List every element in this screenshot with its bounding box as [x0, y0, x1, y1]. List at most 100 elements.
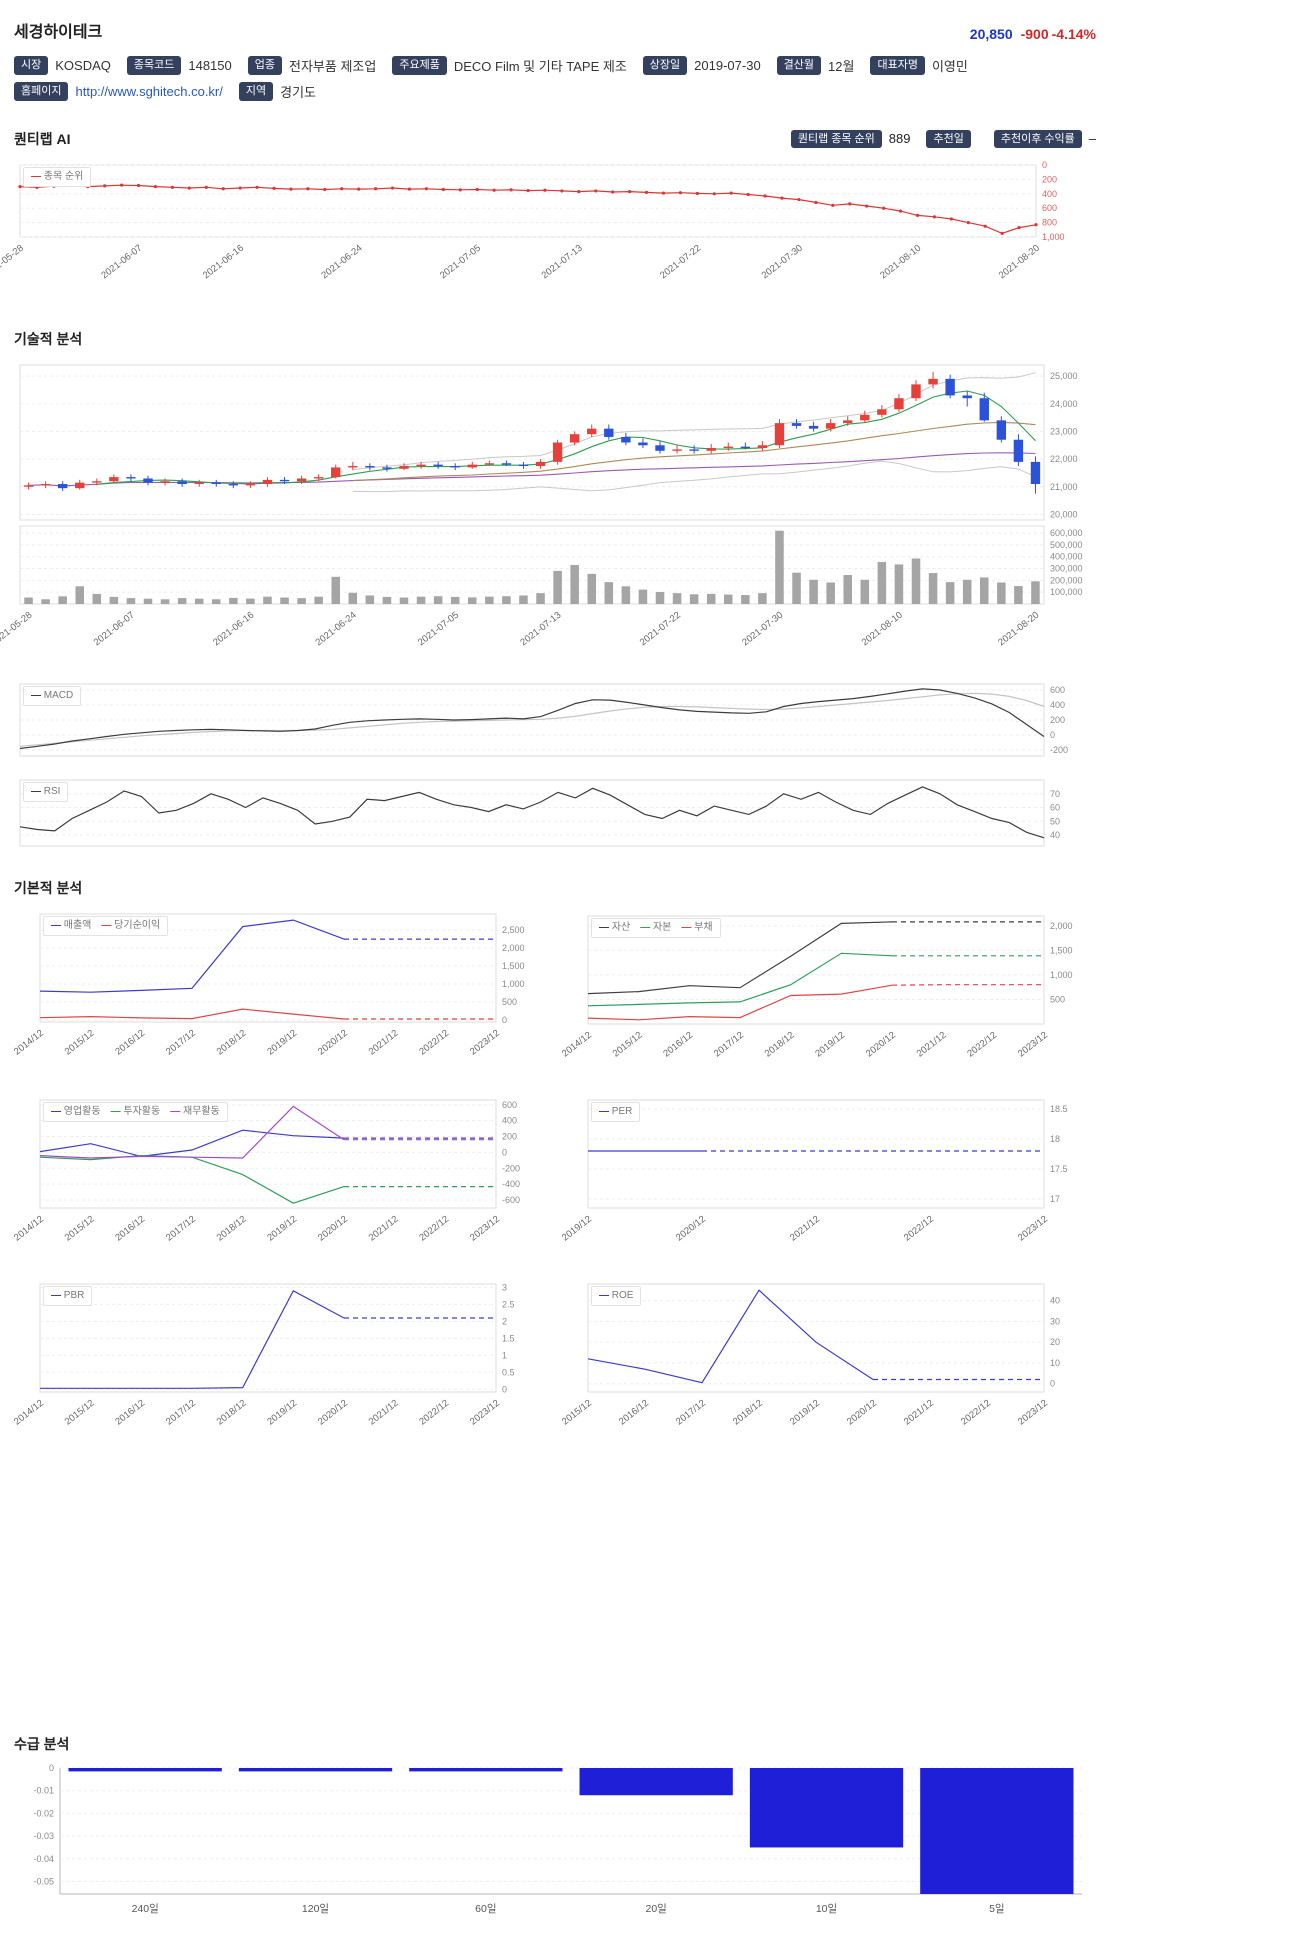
- svg-text:2017/12: 2017/12: [712, 1030, 746, 1060]
- ceo-badge: 대표자명: [870, 56, 925, 75]
- industry-badge: 업종: [247, 56, 282, 75]
- fund3-legend: — PER: [591, 1102, 641, 1122]
- svg-text:2017/12: 2017/12: [164, 1028, 198, 1058]
- svg-text:600,000: 600,000: [1050, 528, 1083, 538]
- region-value: 경기도: [280, 85, 317, 100]
- fund1-legend: — 자산 — 자본 — 부채: [591, 918, 721, 938]
- fund4-legend: — PBR: [43, 1286, 93, 1306]
- svg-text:5일: 5일: [989, 1902, 1005, 1915]
- svg-text:2023/12: 2023/12: [468, 1214, 502, 1244]
- section-fundamental-analysis: 기본적 분석 0 500 1,000 1,500 2,000 2,500 2014/12 20…: [12, 878, 1124, 1444]
- svg-text:2022/12: 2022/12: [965, 1030, 999, 1060]
- cashflow-chart[interactable]: -600 -400 -200 0 200 400 600 2014/12 2015/12 2016…: [12, 1092, 554, 1260]
- svg-text:40: 40: [1050, 830, 1060, 840]
- svg-text:1,000: 1,000: [1050, 970, 1073, 980]
- svg-text:2: 2: [502, 1316, 507, 1326]
- svg-text:2021-07-05: 2021-07-05: [438, 243, 483, 282]
- svg-text:2021-08-10: 2021-08-10: [878, 243, 923, 282]
- svg-text:30: 30: [1050, 1316, 1060, 1326]
- per-chart[interactable]: 17 17.5 18 18.5 2019/12 2020/12 2021/12 2022/12…: [560, 1092, 1102, 1260]
- section-quantylab-ai: 퀀티랩 AI 퀀티랩 종목 순위 889 추천일 추천이후 수익률 – 0 200 40…: [0, 129, 1124, 299]
- svg-text:1: 1: [502, 1350, 507, 1360]
- svg-text:2021-06-07: 2021-06-07: [92, 610, 137, 649]
- svg-text:2018/12: 2018/12: [215, 1214, 249, 1244]
- svg-text:100,000: 100,000: [1050, 587, 1083, 597]
- svg-text:2016/12: 2016/12: [113, 1028, 147, 1058]
- price-box: 20,850 -900 -4.14%: [970, 26, 1096, 42]
- main-product-value: DECO Film 및 기타 TAPE 제조: [453, 59, 627, 74]
- svg-text:400: 400: [1050, 700, 1065, 710]
- rank-value: 889: [888, 131, 911, 147]
- svg-text:2015/12: 2015/12: [63, 1028, 97, 1058]
- industry-value: 전자부품 제조업: [289, 59, 377, 74]
- svg-text:2021/12: 2021/12: [902, 1398, 936, 1428]
- main-product-badge: 주요제품: [392, 56, 447, 75]
- svg-text:2018/12: 2018/12: [731, 1398, 765, 1428]
- svg-text:2021-07-30: 2021-07-30: [740, 610, 785, 649]
- svg-text:2015/12: 2015/12: [63, 1398, 97, 1428]
- fiscal-month-value: 12월: [828, 59, 855, 74]
- svg-text:2017/12: 2017/12: [674, 1398, 708, 1428]
- revenue-netincome-chart[interactable]: 0 500 1,000 1,500 2,000 2,500 2014/12 2015/12 20…: [12, 906, 554, 1074]
- svg-text:400,000: 400,000: [1050, 552, 1083, 562]
- roe-chart[interactable]: 0 10 20 30 40 2015/12 2016/12 2017/12 2018/12 201…: [560, 1276, 1102, 1444]
- svg-text:2020/12: 2020/12: [845, 1398, 879, 1428]
- rank-chart[interactable]: 0 200 400 600 800 1,000 2021-05-28 2021-06-07 20…: [0, 157, 1096, 299]
- svg-text:600: 600: [1050, 685, 1065, 695]
- svg-text:2020/12: 2020/12: [864, 1030, 898, 1060]
- svg-text:60일: 60일: [475, 1902, 496, 1915]
- svg-text:0.5: 0.5: [502, 1367, 515, 1377]
- fund5-legend: — ROE: [591, 1286, 642, 1306]
- fundamental-grid: 0 500 1,000 1,500 2,000 2,500 2014/12 2015/12 20…: [12, 906, 1124, 1444]
- svg-text:-200: -200: [502, 1163, 520, 1173]
- quantylab-title: 퀀티랩 AI: [14, 131, 71, 147]
- macd-chart[interactable]: -200 0 200 400 600 — MACD: [14, 678, 1110, 760]
- pbr-chart[interactable]: 0 0.5 1 1.5 2 2.5 3 2014/12 2015/12 2016/12 2017/1…: [12, 1276, 554, 1444]
- homepage-badge: 홈페이지: [14, 82, 69, 101]
- price-change-pct: -4.14%: [1051, 26, 1096, 42]
- svg-text:2016/12: 2016/12: [113, 1398, 147, 1428]
- svg-text:200,000: 200,000: [1050, 575, 1083, 585]
- svg-text:1.5: 1.5: [502, 1333, 515, 1343]
- svg-text:2.5: 2.5: [502, 1299, 515, 1309]
- svg-text:500,000: 500,000: [1050, 540, 1083, 550]
- volume-chart[interactable]: 100,000 200,000 300,000 400,000 500,000 600,0…: [0, 524, 1110, 664]
- svg-text:18: 18: [1050, 1134, 1060, 1144]
- svg-text:240일: 240일: [132, 1902, 159, 1915]
- rank-badge: 퀀티랩 종목 순위: [790, 129, 882, 149]
- svg-text:300,000: 300,000: [1050, 564, 1083, 574]
- svg-text:2022/12: 2022/12: [959, 1398, 993, 1428]
- svg-text:2022/12: 2022/12: [417, 1214, 451, 1244]
- candlestick-chart[interactable]: 20,000 21,000 22,000 23,000 24,000 25,000: [14, 357, 1110, 522]
- svg-text:2016/12: 2016/12: [113, 1214, 147, 1244]
- svg-text:2021-05-28: 2021-05-28: [0, 243, 26, 282]
- svg-text:2023/12: 2023/12: [1016, 1030, 1050, 1060]
- rsi-legend: — RSI: [23, 782, 69, 802]
- svg-text:2016/12: 2016/12: [661, 1030, 695, 1060]
- section-supply-analysis: 수급 분석 0 -0.01 -0.02 -0.03 -0.04 -0.05 240일 120일…: [14, 1734, 1124, 1924]
- svg-text:2021-07-05: 2021-07-05: [416, 610, 461, 649]
- supply-demand-chart[interactable]: 0 -0.01 -0.02 -0.03 -0.04 -0.05 240일 120일 60일 20일…: [14, 1762, 1096, 1924]
- svg-text:10일: 10일: [816, 1902, 837, 1915]
- homepage-link[interactable]: http://www.sghitech.co.kr/: [75, 83, 223, 99]
- svg-text:2021-06-24: 2021-06-24: [314, 610, 359, 649]
- fund0-legend: — 매출액 — 당기순이익: [43, 916, 169, 936]
- svg-text:2021-07-22: 2021-07-22: [638, 610, 683, 649]
- svg-text:2021/12: 2021/12: [788, 1214, 822, 1244]
- svg-text:2016/12: 2016/12: [617, 1398, 651, 1428]
- rsi-chart[interactable]: 40 50 60 70 — RSI: [14, 774, 1110, 850]
- svg-text:20: 20: [1050, 1337, 1060, 1347]
- page-header: 세경하이테크 20,850 -900 -4.14%: [14, 18, 1096, 42]
- svg-text:22,000: 22,000: [1050, 454, 1078, 464]
- svg-text:2020/12: 2020/12: [316, 1214, 350, 1244]
- svg-text:2021/12: 2021/12: [367, 1214, 401, 1244]
- assets-equity-debt-chart[interactable]: 500 1,000 1,500 2,000 2014/12 2015/12 2016/12 2…: [560, 908, 1102, 1076]
- recommend-date-badge: 추천일: [926, 129, 971, 149]
- svg-text:18.5: 18.5: [1050, 1104, 1068, 1114]
- svg-text:0: 0: [1050, 730, 1055, 740]
- svg-text:2019/12: 2019/12: [788, 1398, 822, 1428]
- svg-text:2017/12: 2017/12: [164, 1398, 198, 1428]
- svg-text:800: 800: [1042, 218, 1057, 228]
- listing-date-badge: 상장일: [642, 56, 688, 75]
- svg-text:24,000: 24,000: [1050, 399, 1078, 409]
